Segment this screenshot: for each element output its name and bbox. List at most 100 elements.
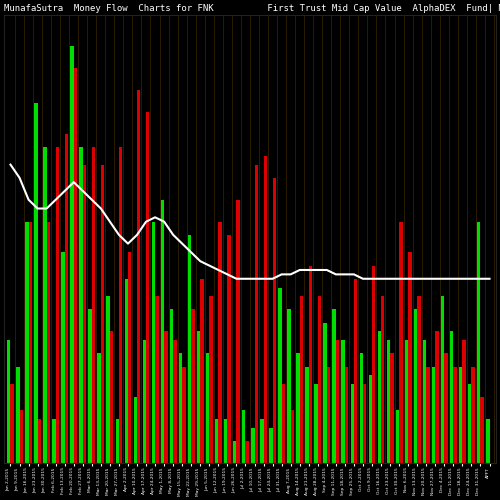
Bar [128, 252, 132, 463]
Bar [20, 410, 23, 463]
Bar [137, 90, 140, 463]
Bar [228, 235, 231, 463]
Bar [210, 296, 213, 463]
Bar [296, 354, 300, 463]
Bar [192, 310, 194, 463]
Bar [404, 340, 408, 463]
Bar [332, 310, 336, 463]
Bar [88, 310, 92, 463]
Bar [62, 252, 64, 463]
Bar [290, 410, 294, 463]
Bar [83, 164, 86, 463]
Bar [101, 164, 104, 463]
Bar [173, 340, 176, 463]
Bar [432, 366, 436, 463]
Bar [381, 296, 384, 463]
Bar [110, 332, 114, 463]
Bar [308, 266, 312, 463]
Bar [28, 222, 32, 463]
Bar [450, 332, 454, 463]
Bar [390, 354, 394, 463]
Bar [314, 384, 318, 463]
Bar [179, 354, 182, 463]
Bar [200, 279, 203, 463]
Bar [7, 340, 10, 463]
Bar [318, 296, 321, 463]
Bar [119, 147, 122, 463]
Bar [408, 252, 412, 463]
Bar [462, 340, 466, 463]
Bar [34, 103, 37, 463]
Bar [324, 322, 327, 463]
Bar [278, 288, 281, 463]
Bar [218, 222, 222, 463]
Bar [368, 376, 372, 463]
Bar [233, 441, 236, 463]
Bar [477, 222, 480, 463]
Bar [441, 296, 444, 463]
Bar [43, 147, 46, 463]
Bar [106, 296, 110, 463]
Bar [182, 366, 186, 463]
Bar [468, 384, 471, 463]
Bar [378, 332, 381, 463]
Bar [10, 384, 14, 463]
Bar [254, 164, 258, 463]
Bar [206, 354, 210, 463]
Bar [251, 428, 254, 463]
Bar [423, 340, 426, 463]
Bar [197, 332, 200, 463]
Bar [264, 156, 267, 463]
Bar [354, 279, 358, 463]
Bar [52, 420, 56, 463]
Bar [224, 420, 228, 463]
Bar [272, 178, 276, 463]
Bar [92, 147, 96, 463]
Bar [246, 441, 249, 463]
Bar [160, 200, 164, 463]
Bar [152, 222, 155, 463]
Bar [287, 310, 290, 463]
Bar [480, 398, 484, 463]
Bar [215, 420, 218, 463]
Bar [242, 410, 246, 463]
Bar [360, 354, 363, 463]
Bar [454, 366, 457, 463]
Bar [300, 296, 303, 463]
Bar [64, 134, 68, 463]
Bar [260, 420, 264, 463]
Bar [124, 279, 128, 463]
Bar [372, 266, 376, 463]
Bar [345, 366, 348, 463]
Bar [16, 366, 20, 463]
Bar [436, 332, 438, 463]
Bar [25, 222, 28, 463]
Bar [146, 112, 150, 463]
Bar [116, 420, 119, 463]
Bar [417, 296, 420, 463]
Bar [236, 200, 240, 463]
Bar [399, 222, 402, 463]
Bar [142, 340, 146, 463]
Bar [444, 354, 448, 463]
Bar [155, 296, 158, 463]
Bar [306, 366, 308, 463]
Bar [342, 340, 345, 463]
Bar [472, 366, 475, 463]
Bar [164, 332, 168, 463]
Bar [459, 366, 462, 463]
Bar [80, 147, 83, 463]
Bar [363, 384, 366, 463]
Bar [46, 222, 50, 463]
Text: MunafaSutra  Money Flow  Charts for FNK          First Trust Mid Cap Value  Alph: MunafaSutra Money Flow Charts for FNK Fi… [4, 4, 500, 13]
Bar [386, 340, 390, 463]
Bar [396, 410, 399, 463]
Bar [414, 310, 417, 463]
Bar [170, 310, 173, 463]
Bar [336, 340, 340, 463]
Bar [38, 420, 41, 463]
Bar [134, 398, 137, 463]
Bar [350, 384, 354, 463]
Bar [486, 420, 490, 463]
Bar [269, 428, 272, 463]
